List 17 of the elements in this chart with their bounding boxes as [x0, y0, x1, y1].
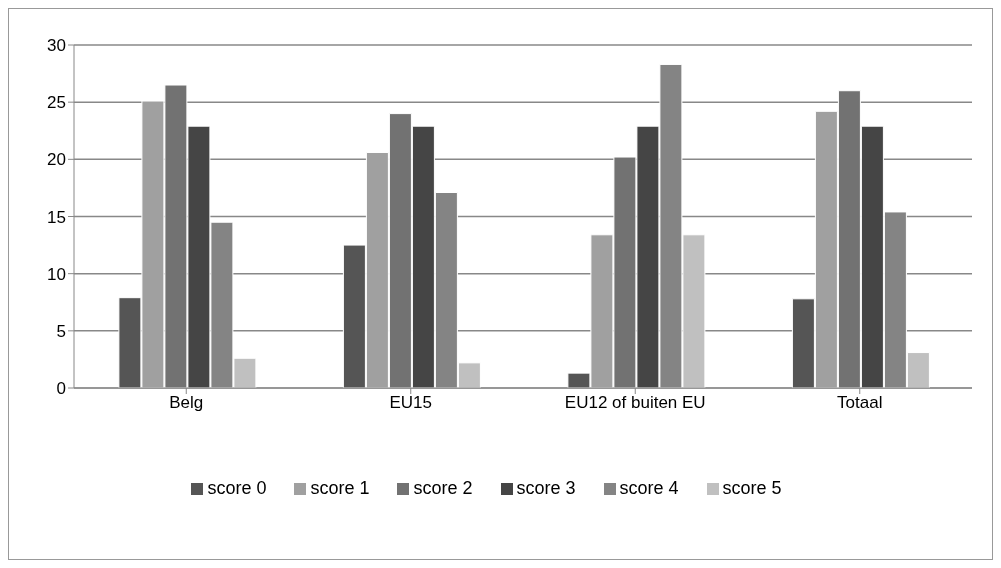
- legend-label: score 5: [722, 478, 782, 498]
- x-tick-label: Belg: [169, 393, 204, 413]
- y-tick-label: 15: [47, 207, 66, 227]
- legend-label: score 2: [413, 478, 473, 498]
- legend-label: score 3: [516, 478, 576, 498]
- legend-label: score 0: [207, 478, 267, 498]
- y-tick-label: 25: [47, 93, 66, 113]
- legend-label: score 1: [310, 478, 370, 498]
- y-tick-label: 10: [47, 264, 66, 284]
- x-tick-label: EU12 of buiten EU: [564, 393, 706, 413]
- x-tick-label: EU15: [389, 393, 433, 413]
- y-tick-label: 20: [47, 150, 66, 170]
- y-tick-label: 0: [56, 379, 66, 399]
- x-tick-label: Totaal: [837, 393, 883, 413]
- y-tick-label: 30: [47, 36, 66, 56]
- y-tick-label: 5: [56, 321, 66, 341]
- legend-label: score 4: [619, 478, 679, 498]
